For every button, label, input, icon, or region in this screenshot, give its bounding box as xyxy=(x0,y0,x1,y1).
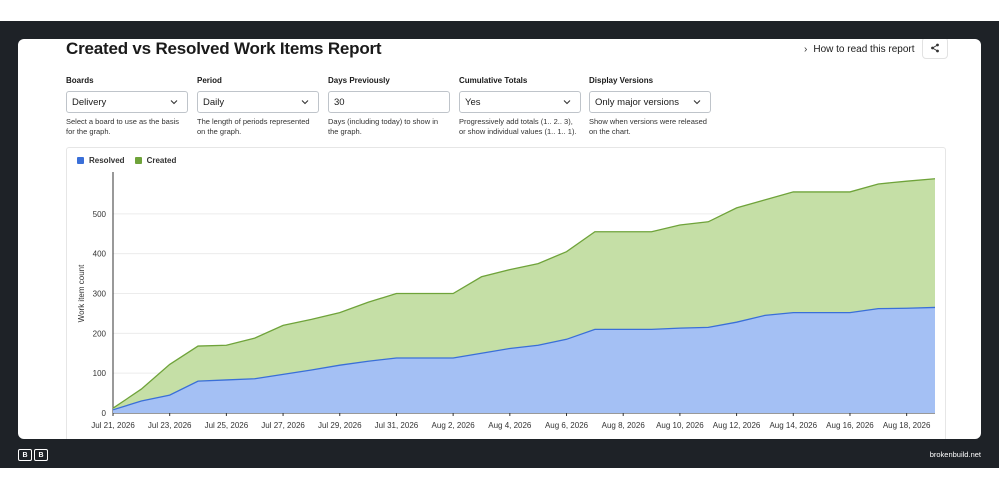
versions-control: Display Versions Only major versions Sho… xyxy=(589,75,711,136)
y-tick-label: 400 xyxy=(93,250,107,259)
cumulative-help: Progressively add totals (1.. 2.. 3), or… xyxy=(459,117,577,136)
period-label: Period xyxy=(197,76,222,85)
chart-legend: Resolved Created xyxy=(77,156,186,165)
share-button[interactable] xyxy=(922,39,948,59)
x-tick-label: Jul 23, 2026 xyxy=(148,421,192,430)
footer-brand-text: brokenbuild.net xyxy=(929,450,981,459)
logo-block: B xyxy=(34,449,48,461)
x-tick-label: Aug 4, 2026 xyxy=(488,421,532,430)
days-value: 30 xyxy=(334,96,345,108)
y-tick-label: 100 xyxy=(93,369,107,378)
boards-control: Boards Delivery Select a board to use as… xyxy=(66,75,188,136)
chevron-right-icon: › xyxy=(804,43,808,55)
line-created xyxy=(112,178,936,409)
brand-logo: B B xyxy=(18,449,48,461)
how-to-read-link[interactable]: › How to read this report xyxy=(804,41,915,57)
y-tick-label: 0 xyxy=(102,409,107,418)
chevron-down-icon xyxy=(563,100,571,105)
days-label: Days Previously xyxy=(328,76,390,85)
y-tick-label: 500 xyxy=(93,210,107,219)
boards-help: Select a board to use as the basis for t… xyxy=(66,117,179,136)
chevron-down-icon xyxy=(301,100,309,105)
line-resolved xyxy=(112,306,936,411)
x-tick-label: Jul 29, 2026 xyxy=(318,421,362,430)
boards-label: Boards xyxy=(66,76,94,85)
x-tick-label: Jul 25, 2026 xyxy=(205,421,249,430)
y-axis-label: Work item count xyxy=(77,264,86,322)
chevron-down-icon xyxy=(693,100,701,105)
days-help: Days (including today) to show in the gr… xyxy=(328,117,439,136)
legend-swatch-created xyxy=(134,157,142,164)
versions-label: Display Versions xyxy=(589,76,654,85)
x-tick-label: Aug 6, 2026 xyxy=(545,421,589,430)
period-select[interactable]: Daily xyxy=(197,91,319,113)
y-tick-label: 200 xyxy=(93,329,107,338)
period-control: Period Daily The length of periods repre… xyxy=(197,75,319,136)
logo-block: B xyxy=(18,449,32,461)
x-tick-label: Aug 18, 2026 xyxy=(883,421,931,430)
how-to-read-label: How to read this report xyxy=(813,43,915,55)
period-help: The length of periods represented on the… xyxy=(197,117,310,136)
x-tick-label: Jul 31, 2026 xyxy=(375,421,419,430)
x-tick-label: Aug 2, 2026 xyxy=(432,421,476,430)
days-input[interactable]: 30 xyxy=(328,91,450,113)
chevron-down-icon xyxy=(170,100,178,105)
days-control: Days Previously 30 Days (including today… xyxy=(328,75,450,136)
versions-help: Show when versions were released on the … xyxy=(589,117,707,136)
x-tick-label: Jul 21, 2026 xyxy=(91,421,135,430)
x-tick-label: Aug 16, 2026 xyxy=(826,421,874,430)
cumulative-value: Yes xyxy=(465,96,481,108)
chart-panel: Resolved Created 0 100 200 300 400 500 Work it… xyxy=(66,147,946,439)
boards-value: Delivery xyxy=(72,96,107,108)
x-tick-label: Jul 27, 2026 xyxy=(261,421,305,430)
x-tick-label: Aug 12, 2026 xyxy=(713,421,761,430)
legend-label-resolved: Resolved xyxy=(89,156,125,165)
report-card: Created vs Resolved Work Items Report › … xyxy=(18,39,981,439)
boards-select[interactable]: Delivery xyxy=(66,91,188,113)
y-tick-label: 300 xyxy=(93,290,107,299)
legend-item-resolved[interactable]: Resolved xyxy=(77,156,125,165)
versions-value: Only major versions xyxy=(595,96,679,108)
legend-label-created: Created xyxy=(146,156,177,165)
legend-swatch-resolved xyxy=(77,157,84,164)
page-title: Created vs Resolved Work Items Report xyxy=(66,39,382,58)
x-tick-label: Aug 10, 2026 xyxy=(656,421,704,430)
x-tick-label: Aug 14, 2026 xyxy=(769,421,817,430)
cumulative-label: Cumulative Totals xyxy=(459,76,528,85)
cumulative-control: Cumulative Totals Yes Progressively add … xyxy=(459,75,581,136)
versions-select[interactable]: Only major versions xyxy=(589,91,711,113)
legend-item-created[interactable]: Created xyxy=(134,156,177,165)
period-value: Daily xyxy=(203,96,225,108)
chart-svg: 0 100 200 300 400 500 Work item count Jul 21, 2… xyxy=(77,172,936,430)
cumulative-select[interactable]: Yes xyxy=(459,91,581,113)
share-icon xyxy=(931,43,939,53)
x-tick-label: Aug 8, 2026 xyxy=(602,421,646,430)
area-resolved xyxy=(113,307,935,413)
